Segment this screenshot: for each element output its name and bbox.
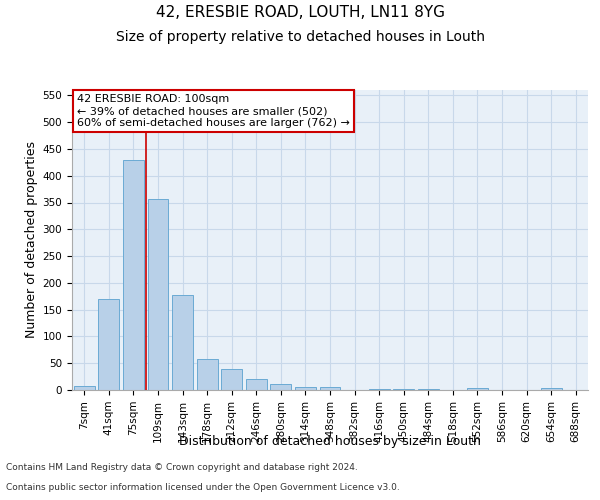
Text: Distribution of detached houses by size in Louth: Distribution of detached houses by size … (179, 435, 481, 448)
Bar (467, 388, 488, 390)
Bar (123, 160, 144, 390)
Text: Contains HM Land Registry data © Crown copyright and database right 2024.: Contains HM Land Registry data © Crown c… (6, 464, 358, 472)
Bar (295, 388, 316, 390)
Bar (74, 386, 95, 390)
Bar (271, 384, 292, 390)
Bar (221, 368, 242, 390)
Text: Size of property relative to detached houses in Louth: Size of property relative to detached ho… (115, 30, 485, 44)
Text: Contains public sector information licensed under the Open Government Licence v3: Contains public sector information licen… (6, 484, 400, 492)
Text: 42, ERESBIE ROAD, LOUTH, LN11 8YG: 42, ERESBIE ROAD, LOUTH, LN11 8YG (155, 5, 445, 20)
Bar (197, 360, 218, 390)
Bar (148, 198, 169, 390)
Bar (320, 388, 340, 390)
Bar (246, 379, 267, 390)
Y-axis label: Number of detached properties: Number of detached properties (25, 142, 38, 338)
Text: 42 ERESBIE ROAD: 100sqm
← 39% of detached houses are smaller (502)
60% of semi-d: 42 ERESBIE ROAD: 100sqm ← 39% of detache… (77, 94, 350, 128)
Bar (98, 299, 119, 390)
Bar (172, 294, 193, 390)
Bar (541, 388, 562, 390)
Bar (368, 389, 389, 390)
